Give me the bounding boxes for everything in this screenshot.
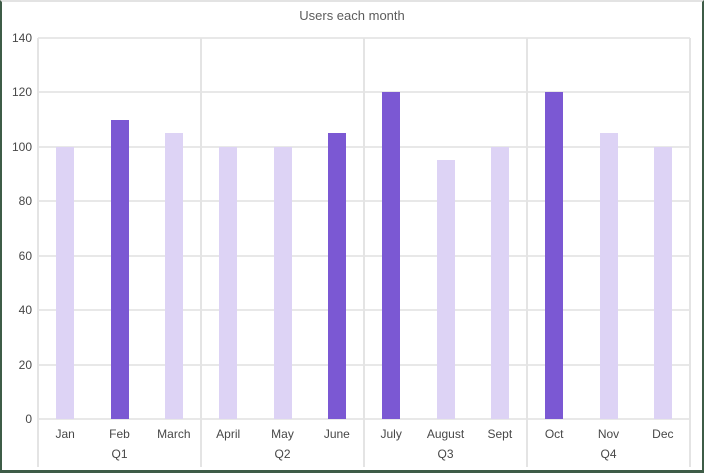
- x-label-jan: Jan: [55, 427, 75, 441]
- divider-2: [363, 38, 365, 467]
- divider-1: [200, 38, 202, 467]
- y-tick-label-40: 40: [18, 303, 32, 318]
- group-label-q2: Q2: [274, 447, 291, 461]
- x-label-oct: Oct: [544, 427, 564, 441]
- bar-july[interactable]: [382, 92, 401, 419]
- bar-may[interactable]: [273, 146, 292, 419]
- bar-august[interactable]: [436, 160, 455, 419]
- group-label-q3: Q3: [437, 447, 454, 461]
- divider-3: [526, 38, 528, 467]
- x-label-july: July: [380, 427, 402, 441]
- bar-dec[interactable]: [653, 146, 672, 419]
- x-label-sept: Sept: [487, 427, 513, 441]
- y-tick-label-120: 120: [11, 85, 32, 100]
- y-tick-label-20: 20: [18, 357, 32, 372]
- y-tick-label-100: 100: [11, 139, 32, 154]
- y-tick-label-80: 80: [18, 194, 32, 209]
- x-label-may: May: [271, 427, 294, 441]
- y-tick-label-0: 0: [25, 412, 32, 426]
- bar-feb[interactable]: [110, 119, 129, 419]
- bar-sept[interactable]: [490, 146, 509, 419]
- x-label-april: April: [216, 427, 241, 441]
- bar-april[interactable]: [219, 146, 238, 419]
- x-label-feb: Feb: [109, 427, 130, 441]
- group-label-q4: Q4: [600, 447, 617, 461]
- x-label-dec: Dec: [652, 427, 674, 441]
- bar-oct[interactable]: [545, 92, 564, 419]
- group-label-q1: Q1: [111, 447, 128, 461]
- x-label-june: June: [323, 427, 350, 441]
- divider-0: [37, 38, 39, 467]
- bar-nov[interactable]: [599, 133, 618, 419]
- divider-4: [689, 38, 691, 467]
- chart-title: Users each month: [299, 8, 405, 23]
- y-tick-label-140: 140: [11, 31, 32, 45]
- x-label-march: March: [157, 427, 191, 441]
- bar-june[interactable]: [327, 133, 346, 419]
- x-label-nov: Nov: [597, 427, 620, 441]
- bar-march[interactable]: [164, 133, 183, 419]
- bar-jan[interactable]: [56, 146, 75, 419]
- x-label-august: August: [426, 427, 465, 441]
- y-tick-label-60: 60: [18, 248, 32, 263]
